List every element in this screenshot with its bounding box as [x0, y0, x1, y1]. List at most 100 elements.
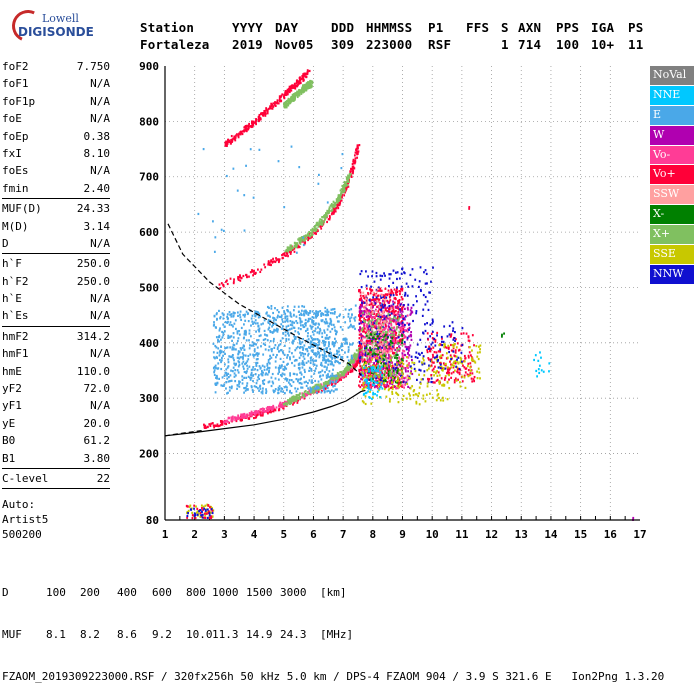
- echo-point: [406, 356, 408, 358]
- echo-point: [410, 331, 412, 333]
- echo-point: [376, 272, 378, 274]
- echo-point: [233, 359, 235, 361]
- echo-point: [266, 311, 268, 313]
- echo-point: [215, 377, 217, 379]
- echo-point: [325, 322, 327, 324]
- echo-point: [370, 403, 372, 405]
- echo-point: [382, 306, 384, 308]
- echo-point: [231, 324, 233, 326]
- echo-point: [225, 321, 227, 323]
- echo-point: [351, 357, 353, 359]
- echo-point: [233, 348, 235, 350]
- echo-point: [296, 85, 298, 87]
- echo-point: [229, 311, 231, 313]
- echo-point: [266, 334, 268, 336]
- echo-point: [371, 275, 373, 277]
- echo-point: [240, 311, 242, 313]
- echo-point: [372, 337, 374, 339]
- echo-point: [337, 361, 339, 363]
- echo-point: [268, 319, 270, 321]
- echo-point: [286, 357, 288, 359]
- echo-point: [357, 146, 359, 148]
- echo-point: [302, 366, 304, 368]
- echo-point: [254, 414, 256, 416]
- echo-point: [219, 329, 221, 331]
- echo-point: [400, 304, 402, 306]
- echo-point: [291, 352, 293, 354]
- echo-point: [325, 337, 327, 339]
- echo-point: [407, 386, 409, 388]
- echo-point: [305, 324, 307, 326]
- echo-point: [246, 382, 248, 384]
- echo-point: [315, 324, 317, 326]
- echo-point: [374, 302, 376, 304]
- echo-point: [327, 387, 329, 389]
- echo-point: [323, 382, 325, 384]
- echo-point: [282, 321, 284, 323]
- echo-point: [311, 379, 313, 381]
- echo-point: [311, 326, 313, 328]
- echo-point: [231, 380, 233, 382]
- echo-point: [287, 354, 289, 356]
- echo-point: [303, 376, 305, 378]
- echo-point: [425, 269, 427, 271]
- echo-point: [393, 370, 395, 372]
- echo-point: [310, 340, 312, 342]
- echo-point: [297, 96, 299, 98]
- echo-point: [377, 314, 379, 316]
- echo-point: [404, 292, 406, 294]
- echo-point: [359, 327, 361, 329]
- echo-point: [314, 380, 316, 382]
- echo-point: [243, 354, 245, 356]
- echo-point: [228, 361, 230, 363]
- echo-point: [315, 352, 317, 354]
- echo-point: [264, 369, 266, 371]
- echo-point: [248, 366, 250, 368]
- echo-point: [387, 329, 389, 331]
- echo-point: [255, 364, 257, 366]
- echo-point: [291, 85, 293, 87]
- echo-point: [349, 173, 351, 175]
- echo-point: [289, 351, 291, 353]
- echo-point: [237, 340, 239, 342]
- echo-point: [418, 286, 420, 288]
- echo-point: [420, 290, 422, 292]
- echo-point: [249, 414, 251, 416]
- echo-point: [401, 376, 403, 378]
- echo-point: [287, 305, 289, 307]
- echo-point: [230, 374, 232, 376]
- echo-point: [406, 283, 408, 285]
- echo-point: [262, 414, 264, 416]
- echo-point: [293, 322, 295, 324]
- echo-point: [263, 339, 265, 341]
- echo-point: [331, 309, 333, 311]
- echo-point: [361, 270, 363, 272]
- echo-point: [387, 301, 389, 303]
- echo-point: [329, 331, 331, 333]
- echo-point: [319, 376, 321, 378]
- echo-point: [347, 368, 349, 370]
- echo-point: [323, 342, 325, 344]
- echo-point: [317, 347, 319, 349]
- echo-point: [374, 298, 376, 300]
- echo-point: [329, 382, 331, 384]
- echo-point: [245, 390, 247, 392]
- echo-point: [416, 310, 418, 312]
- echo-point: [344, 368, 346, 370]
- echo-point: [294, 83, 296, 85]
- echo-point: [397, 377, 399, 379]
- echo-point: [380, 279, 382, 281]
- echo-point: [398, 372, 400, 374]
- echo-point: [281, 254, 283, 256]
- echo-point: [294, 251, 296, 253]
- echo-point: [400, 338, 402, 340]
- echo-point: [232, 370, 234, 372]
- echo-point: [255, 330, 257, 332]
- echo-point: [228, 417, 230, 419]
- echo-point: [243, 387, 245, 389]
- echo-point: [354, 319, 356, 321]
- echo-point: [414, 368, 416, 370]
- echo-point: [323, 366, 325, 368]
- echo-point: [393, 313, 395, 315]
- echo-point: [290, 96, 292, 98]
